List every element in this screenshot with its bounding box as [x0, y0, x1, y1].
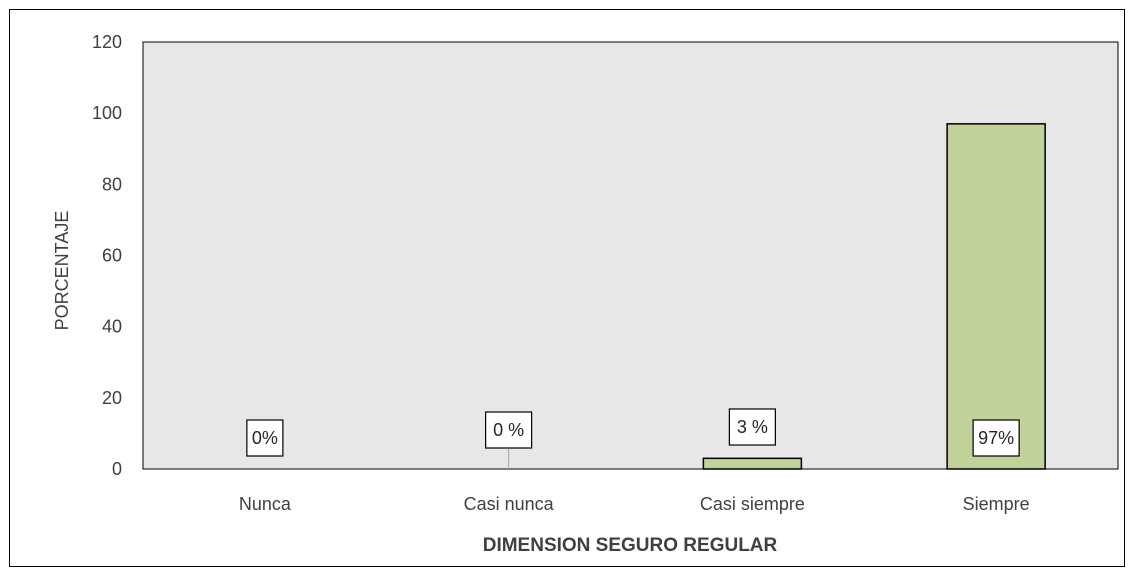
- y-tick-label: 20: [102, 388, 122, 408]
- data-label-box: [246, 419, 284, 457]
- x-tick-label: Nunca: [239, 494, 292, 514]
- data-label-box: [728, 408, 776, 446]
- x-tick-label: Casi siempre: [700, 494, 805, 514]
- y-axis-title: PORCENTAJE: [52, 211, 72, 331]
- data-label-text: 3 %: [737, 417, 768, 437]
- bar: [946, 123, 1046, 470]
- data-label-text: 0 %: [493, 420, 524, 440]
- x-tick-label: Casi nunca: [464, 494, 555, 514]
- data-label: 0 %: [485, 411, 533, 469]
- y-tick-label: 60: [102, 246, 122, 266]
- data-label-text: 0%: [252, 428, 278, 448]
- x-axis-ticks: Nunca Casi nunca Casi siempre Siempre: [239, 494, 1030, 514]
- y-tick-label: 100: [92, 103, 122, 123]
- bar: [702, 457, 803, 470]
- data-label: 97%: [972, 419, 1020, 457]
- data-labels: 0% 0 % 3 % 97%: [246, 408, 1020, 469]
- data-label-box: [485, 411, 533, 449]
- bars: [702, 123, 1046, 470]
- data-label-text: 97%: [978, 428, 1014, 448]
- x-tick-label: Siempre: [963, 494, 1030, 514]
- data-label: 3 %: [728, 408, 776, 446]
- y-tick-label: 80: [102, 174, 122, 194]
- y-tick-label: 120: [92, 32, 122, 52]
- y-tick-label: 0: [112, 459, 122, 479]
- y-tick-label: 40: [102, 317, 122, 337]
- x-axis-title: DIMENSION SEGURO REGULAR: [483, 535, 778, 556]
- data-label-box: [972, 419, 1020, 457]
- data-label: 0%: [246, 419, 284, 457]
- y-axis-ticks: 0 20 40 60 80 100 120: [92, 32, 122, 479]
